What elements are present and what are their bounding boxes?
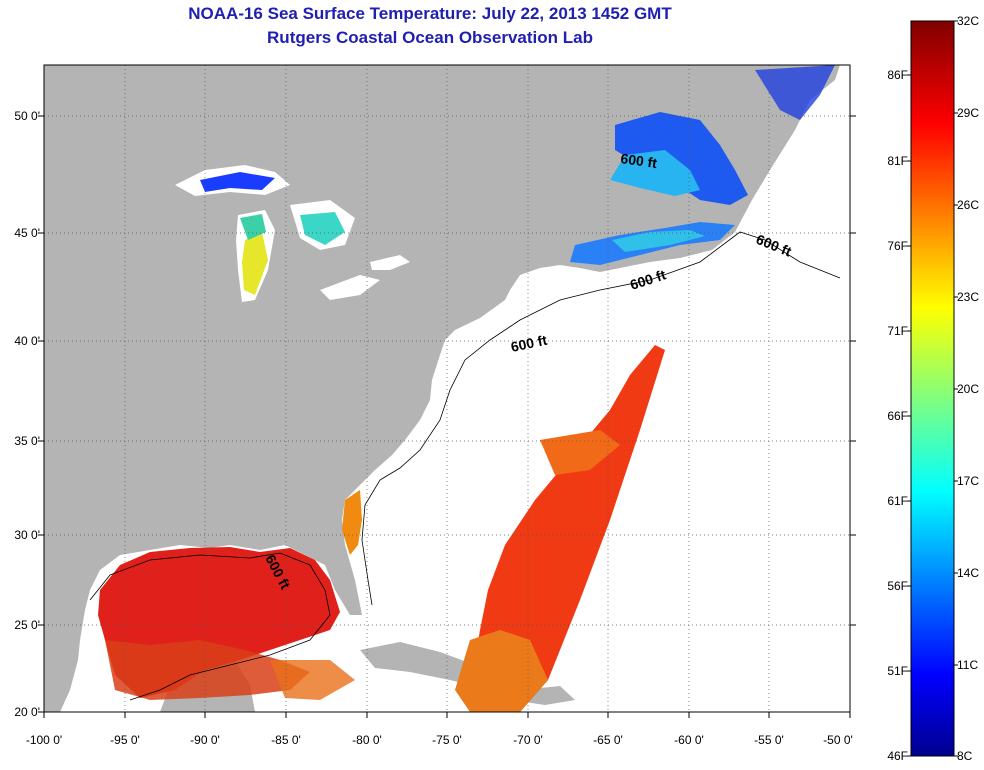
lon-label: -95 0' xyxy=(110,733,140,747)
sst-florida-coast xyxy=(342,490,362,555)
lat-label: 50 0' xyxy=(14,109,40,123)
lake-erie xyxy=(320,275,380,300)
lake-ontario xyxy=(370,255,410,270)
colorbar-celsius-label: 26C xyxy=(957,198,980,212)
colorbar-fahrenheit-label: 51F xyxy=(887,664,908,678)
lat-label: 40 0' xyxy=(14,334,40,348)
colorbar-celsius-label: 11C xyxy=(957,658,979,672)
axis-ticks xyxy=(38,115,856,718)
isobath-600ft xyxy=(361,231,841,606)
lon-label: -85 0' xyxy=(271,733,301,747)
sst-atlantic-swath xyxy=(475,345,665,712)
colorbar-fahrenheit-label: 46F xyxy=(887,749,908,763)
lat-label: 30 0' xyxy=(14,528,40,542)
colorbar-fahrenheit-label: 81F xyxy=(887,154,908,168)
lon-label: -70 0' xyxy=(513,733,543,747)
lat-label: 20 0' xyxy=(14,705,40,719)
colorbar-celsius-label: 32C xyxy=(957,14,980,28)
lon-label: -90 0' xyxy=(190,733,220,747)
lat-label: 35 0' xyxy=(14,434,40,448)
colorbar-celsius-label: 14C xyxy=(957,566,980,580)
colorbar-fahrenheit-label: 61F xyxy=(887,494,908,508)
colorbar-fahrenheit-label: 66F xyxy=(887,409,908,423)
sst-gulf-st-lawrence xyxy=(615,112,748,205)
lat-label: 45 0' xyxy=(14,226,40,240)
contour-label-1: 600 ft xyxy=(620,150,659,171)
map-subtitle: Rutgers Coastal Ocean Observation Lab xyxy=(267,28,593,47)
lon-label: -55 0' xyxy=(754,733,784,747)
colorbar-ticks xyxy=(907,20,958,757)
lon-label: -50 0' xyxy=(823,733,853,747)
lon-label: -80 0' xyxy=(352,733,382,747)
colorbar-celsius-label: 8C xyxy=(957,749,973,763)
colorbar-celsius-label: 17C xyxy=(957,474,980,488)
colorbar-celsius-label: 20C xyxy=(957,382,980,396)
colorbar-celsius-label: 23C xyxy=(957,290,980,304)
contour-label-4: 600 ft xyxy=(509,332,548,355)
colorbar-fahrenheit-label: 86F xyxy=(887,68,908,82)
land-newfoundland xyxy=(700,90,775,160)
lon-label: -65 0' xyxy=(593,733,623,747)
map-title: NOAA-16 Sea Surface Temperature: July 22… xyxy=(188,4,672,23)
colorbar xyxy=(910,20,955,757)
lon-label: -60 0' xyxy=(674,733,704,747)
colorbar-celsius-label: 29C xyxy=(957,106,980,120)
colorbar-fahrenheit-label: 76F xyxy=(887,239,908,253)
colorbar-fahrenheit-label: 56F xyxy=(887,579,908,593)
lon-label: -100 0' xyxy=(25,733,63,747)
colorbar-fahrenheit-label: 71F xyxy=(887,324,908,338)
lat-label: 25 0' xyxy=(14,618,40,632)
lon-label: -75 0' xyxy=(432,733,462,747)
